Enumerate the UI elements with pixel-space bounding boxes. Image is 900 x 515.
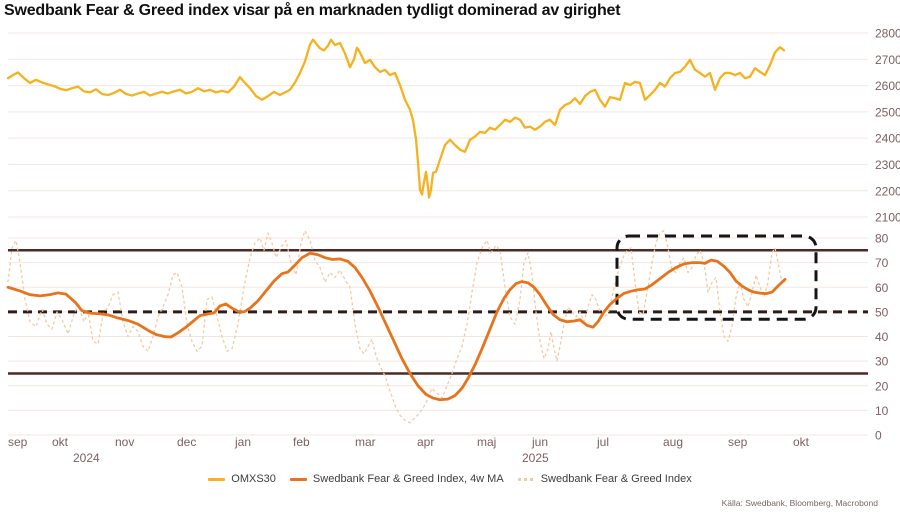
x-tick-label: jan (234, 435, 251, 449)
legend-swatch-fg-weekly (517, 477, 535, 481)
x-tick-label: maj (477, 435, 496, 449)
x-tick-label: okt (52, 435, 69, 449)
x-axis: sep okt nov dec jan feb mar apr maj jun jul aug sep o… (8, 435, 810, 465)
legend-item-fg-weekly: Swedbank Fear & Greed Index (517, 473, 692, 485)
x-tick-label: jun (531, 435, 548, 449)
y-tick-label: 10 (875, 404, 889, 418)
y-tick-label: 2200 (875, 184, 900, 198)
series-weekly-index (7, 229, 786, 424)
x-tick-label: sep (8, 435, 28, 449)
top-panel: 2800 2700 2600 2500 2400 2300 2200 2100 (6, 27, 900, 225)
y-tick-label: 2500 (875, 105, 900, 119)
y-tick-label: 2100 (875, 211, 900, 225)
legend-label-fg-ma: Swedbank Fear & Greed Index, 4w MA (312, 473, 504, 485)
x-tick-label: mar (355, 435, 376, 449)
year-label: 2024 (73, 451, 100, 465)
y-tick-label: 80 (875, 232, 889, 246)
x-tick-label: sep (728, 435, 748, 449)
x-tick-label: feb (293, 435, 310, 449)
y-tick-label: 60 (875, 281, 889, 295)
source-attribution: Källa: Swedbank, Bloomberg, Macrobond (721, 498, 878, 508)
y-tick-label: 30 (875, 355, 889, 369)
x-tick-label: apr (417, 435, 434, 449)
chart-title: Swedbank Fear & Greed index visar på en … (4, 2, 621, 19)
x-tick-label: aug (663, 435, 683, 449)
y-tick-label: 2700 (875, 53, 900, 67)
legend-item-omxs30: OMXS30 (208, 473, 276, 485)
legend-label-omxs30: OMXS30 (231, 473, 276, 485)
legend-item-fg-ma: Swedbank Fear & Greed Index, 4w MA (289, 473, 504, 485)
x-tick-label: nov (115, 435, 134, 449)
y-tick-label: 0 (875, 429, 882, 443)
series-omxs30 (6, 38, 786, 199)
y-tick-label: 2300 (875, 158, 900, 172)
legend-label-fg-weekly: Swedbank Fear & Greed Index (540, 473, 692, 485)
y-tick-label: 2800 (875, 27, 900, 41)
x-tick-label: jul (596, 435, 609, 449)
y-tick-label: 2600 (875, 79, 900, 93)
x-tick-label: okt (793, 435, 810, 449)
y-tick-label: 50 (875, 305, 889, 319)
y-tick-label: 2400 (875, 132, 900, 146)
year-label: 2025 (522, 451, 549, 465)
y-tick-label: 20 (875, 379, 889, 393)
legend-swatch-fg-ma (289, 477, 307, 481)
legend-swatch-omxs30 (208, 477, 226, 481)
y-tick-label: 70 (875, 256, 889, 270)
series-fg-ma (6, 251, 787, 402)
bottom-panel: 80 70 60 50 40 30 20 10 0 (6, 229, 889, 443)
chart-legend: OMXS30 Swedbank Fear & Greed Index, 4w M… (0, 473, 900, 485)
y-tick-label: 40 (875, 330, 889, 344)
x-tick-label: dec (177, 435, 196, 449)
highlight-box (615, 234, 818, 321)
